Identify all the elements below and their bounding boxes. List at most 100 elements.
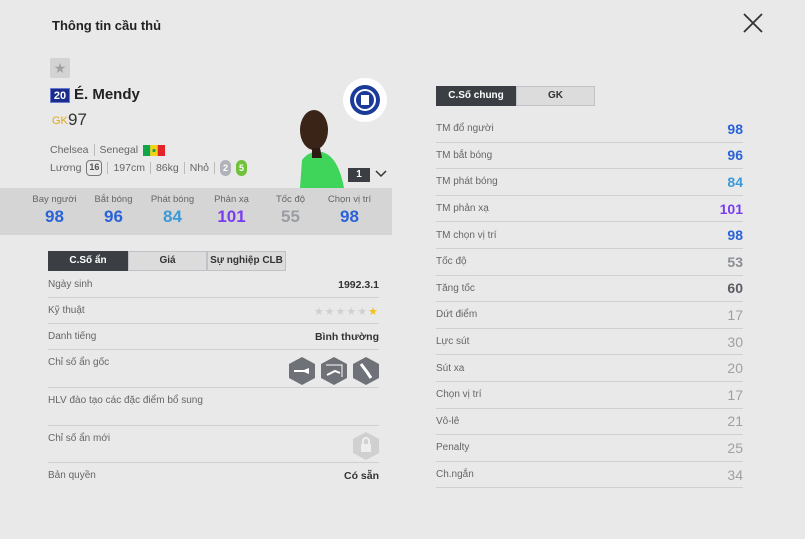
player-photo	[300, 110, 344, 188]
favorite-star-button[interactable]: ★	[50, 58, 70, 78]
stat-row: Dứt điểm 17	[436, 302, 743, 329]
stat-value: 20	[727, 360, 743, 377]
stat-row: TM phát bóng 84	[436, 169, 743, 196]
stat-value: 17	[727, 386, 743, 403]
stat-value: 96	[727, 147, 743, 164]
stat-label: Sút xa	[436, 362, 465, 374]
birth-label: Ngày sinh	[48, 279, 93, 290]
stat-label: Vô-lê	[436, 415, 460, 427]
summary-stat-value: 55	[281, 207, 300, 226]
stat-label: TM chọn vị trí	[436, 229, 497, 241]
trait-icons	[286, 357, 379, 387]
stat-label: TM đổ người	[436, 123, 494, 135]
stat-value: 60	[727, 280, 743, 297]
trait-glove-icon[interactable]	[353, 357, 379, 385]
player-name: É. Mendy	[74, 86, 140, 103]
stat-value: 53	[727, 253, 743, 270]
lock-icon[interactable]	[353, 432, 379, 460]
summary-stat: Chọn vị trí 98	[320, 188, 379, 235]
stat-row: Lực sút 30	[436, 329, 743, 356]
stat-label: Dứt điểm	[436, 309, 478, 321]
summary-stat-label: Chọn vị trí	[327, 194, 372, 205]
weak-foot: 2	[220, 160, 231, 176]
club-badge-icon	[343, 78, 387, 122]
tab-gk-stats[interactable]: GK	[516, 86, 595, 106]
stat-value: 98	[727, 120, 743, 137]
nation-name: Senegal	[99, 144, 139, 156]
stat-row: Ch.ngắn 34	[436, 462, 743, 489]
summary-stat-label: Bay người	[32, 194, 77, 205]
stat-value: 25	[727, 439, 743, 456]
strong-foot: 5	[236, 160, 247, 176]
stat-row: TM bắt bóng 96	[436, 143, 743, 170]
summary-stat-label: Phát bóng	[150, 194, 195, 205]
summary-stat-label: Bắt bóng	[94, 194, 133, 205]
summary-stat-value: 98	[340, 207, 359, 226]
summary-stat-value: 98	[45, 207, 64, 226]
summary-stat: Bắt bóng 96	[84, 188, 143, 235]
summary-stat-label: Phản xạ	[214, 194, 249, 205]
stat-label: Tăng tốc	[436, 282, 475, 294]
stat-label: TM bắt bóng	[436, 149, 493, 161]
stat-row: TM chọn vị trí 98	[436, 222, 743, 249]
page-title: Thông tin cầu thủ	[52, 18, 162, 33]
stat-value: 34	[727, 466, 743, 483]
stat-value: 30	[727, 333, 743, 350]
new-traits-label: Chỉ số ẩn mới	[48, 433, 111, 444]
jersey-number: 20	[50, 88, 70, 103]
skill-label: Kỹ thuật	[48, 305, 85, 316]
summary-stat-label: Tốc độ	[275, 194, 306, 205]
tab-club-career[interactable]: Sự nghiệp CLB	[207, 251, 286, 271]
stat-label: Tốc độ	[436, 256, 467, 268]
stat-value: 17	[727, 306, 743, 323]
summary-stat: Bay người 98	[25, 188, 84, 235]
stat-row: TM phản xạ 101	[436, 196, 743, 223]
summary-stat: Tốc độ 55	[261, 188, 320, 235]
chevron-down-icon[interactable]	[375, 170, 387, 178]
trait-dive-icon[interactable]	[321, 357, 348, 385]
salary-label: Lương	[50, 162, 82, 174]
tab-price[interactable]: Giá	[128, 251, 207, 271]
stat-value: 84	[727, 173, 743, 190]
stat-value: 101	[719, 200, 743, 217]
summary-stat-value: 96	[104, 207, 123, 226]
senegal-flag-icon	[143, 144, 166, 156]
player-height: 197cm	[113, 162, 145, 174]
salary-badge: 16	[86, 160, 103, 176]
stat-label: TM phát bóng	[436, 176, 498, 188]
tab-hidden-stats[interactable]: C.Số ẩn	[48, 251, 128, 271]
birth-value: 1992.3.1	[338, 279, 379, 291]
close-icon[interactable]	[742, 12, 764, 34]
reputation-value: Bình thường	[314, 331, 379, 343]
stat-row: Tốc độ 53	[436, 249, 743, 276]
tab-general-stats[interactable]: C.Số chung	[436, 86, 516, 106]
stats-list: TM đổ người 98 TM bắt bóng 96 TM phát bóng 84…	[436, 116, 743, 489]
traits-label: Chỉ số ẩn gốc	[48, 357, 110, 368]
stat-row: Tăng tốc 60	[436, 276, 743, 303]
license-label: Bản quyền	[48, 470, 96, 481]
player-position: GK	[52, 115, 68, 127]
stat-label: Lực sút	[436, 336, 470, 348]
summary-stat-value: 101	[217, 207, 246, 226]
stat-row: Penalty 25	[436, 435, 743, 462]
trait-throw-icon[interactable]	[289, 357, 316, 385]
stat-row: Vô-lê 21	[436, 409, 743, 436]
stat-row: Chọn vị trí 17	[436, 382, 743, 409]
skill-stars: ★★★★★★	[313, 306, 379, 318]
summary-stat-value: 84	[163, 207, 182, 226]
stat-value: 21	[727, 413, 743, 430]
summary-stat: Phản xạ 101	[202, 188, 261, 235]
summary-stat: Phát bóng 84	[143, 188, 202, 235]
stat-label: Chọn vị trí	[436, 389, 482, 401]
stat-label: Ch.ngắn	[436, 469, 474, 481]
player-overall: 97	[68, 110, 87, 129]
level-selector[interactable]: 1	[348, 168, 370, 182]
coach-traits-label: HLV đào tạo các đặc điểm bổ sung	[48, 395, 203, 406]
license-value: Có sẵn	[343, 470, 379, 482]
stat-label: Penalty	[436, 442, 470, 454]
stat-value: 98	[727, 227, 743, 244]
stat-label: TM phản xạ	[436, 203, 489, 215]
summary-stats-bar: Bay người 98 Bắt bóng 96 Phát bóng 84 Phản xạ 1…	[0, 188, 392, 235]
reputation-label: Danh tiếng	[48, 331, 97, 342]
stat-row: Sút xa 20	[436, 355, 743, 382]
